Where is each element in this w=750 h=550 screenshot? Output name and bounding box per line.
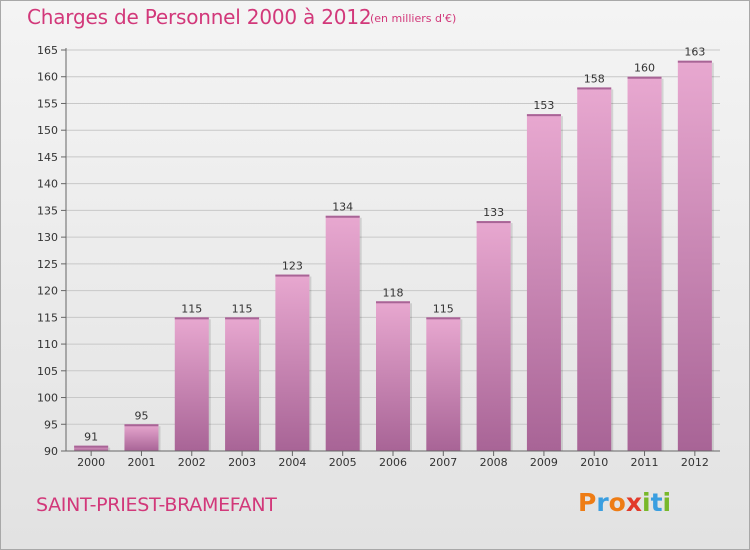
bar [526, 114, 561, 451]
bar [577, 87, 612, 451]
bar-top-edge [677, 60, 712, 63]
bar-top-edge [225, 317, 260, 320]
y-tick-label: 150 [37, 124, 58, 137]
y-tick-label: 165 [37, 44, 58, 57]
data-label: 163 [684, 46, 705, 59]
bar-top-edge [325, 215, 360, 218]
y-tick-label: 125 [37, 258, 58, 271]
y-tick-label: 90 [44, 445, 58, 458]
logo-letter: t [650, 488, 663, 517]
y-tick-label: 130 [37, 231, 58, 244]
x-tick-label: 2002 [178, 456, 206, 469]
y-tick-label: 110 [37, 338, 58, 351]
bar-top-edge [174, 317, 209, 320]
y-tick-label: 155 [37, 97, 58, 110]
y-tick-label: 95 [44, 418, 58, 431]
bar-top-edge [124, 424, 159, 427]
bar-top-edge [526, 114, 561, 117]
data-label: 158 [584, 72, 605, 85]
bar-top-edge [74, 445, 109, 448]
x-tick-label: 2001 [127, 456, 155, 469]
bars: 91 95 115 115 123 134 118 115 133 153 158 160 163 [74, 46, 714, 452]
logo-letter: o [608, 488, 626, 517]
bar [225, 317, 260, 451]
chart-unit-label: (en milliers d'€) [370, 12, 457, 25]
y-tick-label: 135 [37, 204, 58, 217]
data-label: 160 [634, 62, 655, 75]
x-tick-label: 2006 [379, 456, 407, 469]
x-tick-label: 2004 [278, 456, 306, 469]
data-label: 118 [383, 286, 404, 299]
data-label: 153 [533, 99, 554, 112]
bar [627, 76, 662, 451]
y-tick-label: 100 [37, 392, 58, 405]
bar [325, 215, 360, 451]
logo-letter: i [642, 488, 651, 517]
bar [426, 317, 461, 451]
y-tick-label: 140 [37, 178, 58, 191]
bar [376, 301, 410, 451]
bar [677, 60, 712, 452]
x-tick-label: 2007 [429, 456, 457, 469]
x-tick-label: 2005 [329, 456, 357, 469]
bar-top-edge [426, 317, 461, 320]
bar [124, 424, 159, 451]
x-tick-label: 2011 [631, 456, 659, 469]
data-label: 115 [232, 302, 253, 315]
x-axis-ticks: 2000 2001 2002 2003 2004 2005 2006 2007 2008 2009… [77, 451, 709, 469]
proxiti-logo[interactable]: Proxiti [578, 488, 671, 517]
town-name: SAINT-PRIEST-BRAMEFANT [36, 494, 277, 516]
x-tick-label: 2012 [681, 456, 709, 469]
bar-top-edge [627, 76, 662, 79]
logo-letter: x [625, 488, 642, 517]
y-tick-label: 120 [37, 285, 58, 298]
axes [65, 48, 720, 452]
data-label: 91 [84, 431, 98, 444]
x-tick-label: 2010 [580, 456, 608, 469]
bar [174, 317, 209, 451]
bar-top-edge [476, 221, 511, 224]
data-label: 95 [134, 409, 148, 422]
data-label: 115 [433, 302, 454, 315]
x-tick-label: 2000 [77, 456, 105, 469]
bar-top-edge [275, 274, 310, 277]
bar-top-edge [376, 301, 410, 304]
y-tick-label: 160 [37, 71, 58, 84]
bar [275, 274, 310, 451]
logo-letter: i [662, 488, 672, 517]
logo-letter: P [578, 488, 597, 517]
logo-letter: r [596, 488, 609, 517]
bar [74, 445, 109, 451]
x-tick-label: 2008 [480, 456, 508, 469]
x-tick-label: 2003 [228, 456, 256, 469]
bar [476, 221, 511, 451]
y-axis-ticks: 90 95 100 105 110 115 120 125 130 135 140 145 150 155… [37, 44, 66, 458]
bar-top-edge [577, 87, 612, 90]
data-label: 134 [332, 201, 353, 214]
chart-title: Charges de Personnel 2000 à 2012 [27, 5, 372, 29]
data-label: 123 [282, 260, 303, 273]
x-tick-label: 2009 [530, 456, 558, 469]
y-tick-label: 115 [37, 311, 58, 324]
data-label: 115 [181, 302, 202, 315]
y-tick-label: 145 [37, 151, 58, 164]
y-tick-label: 105 [37, 365, 58, 378]
data-label: 133 [483, 206, 504, 219]
